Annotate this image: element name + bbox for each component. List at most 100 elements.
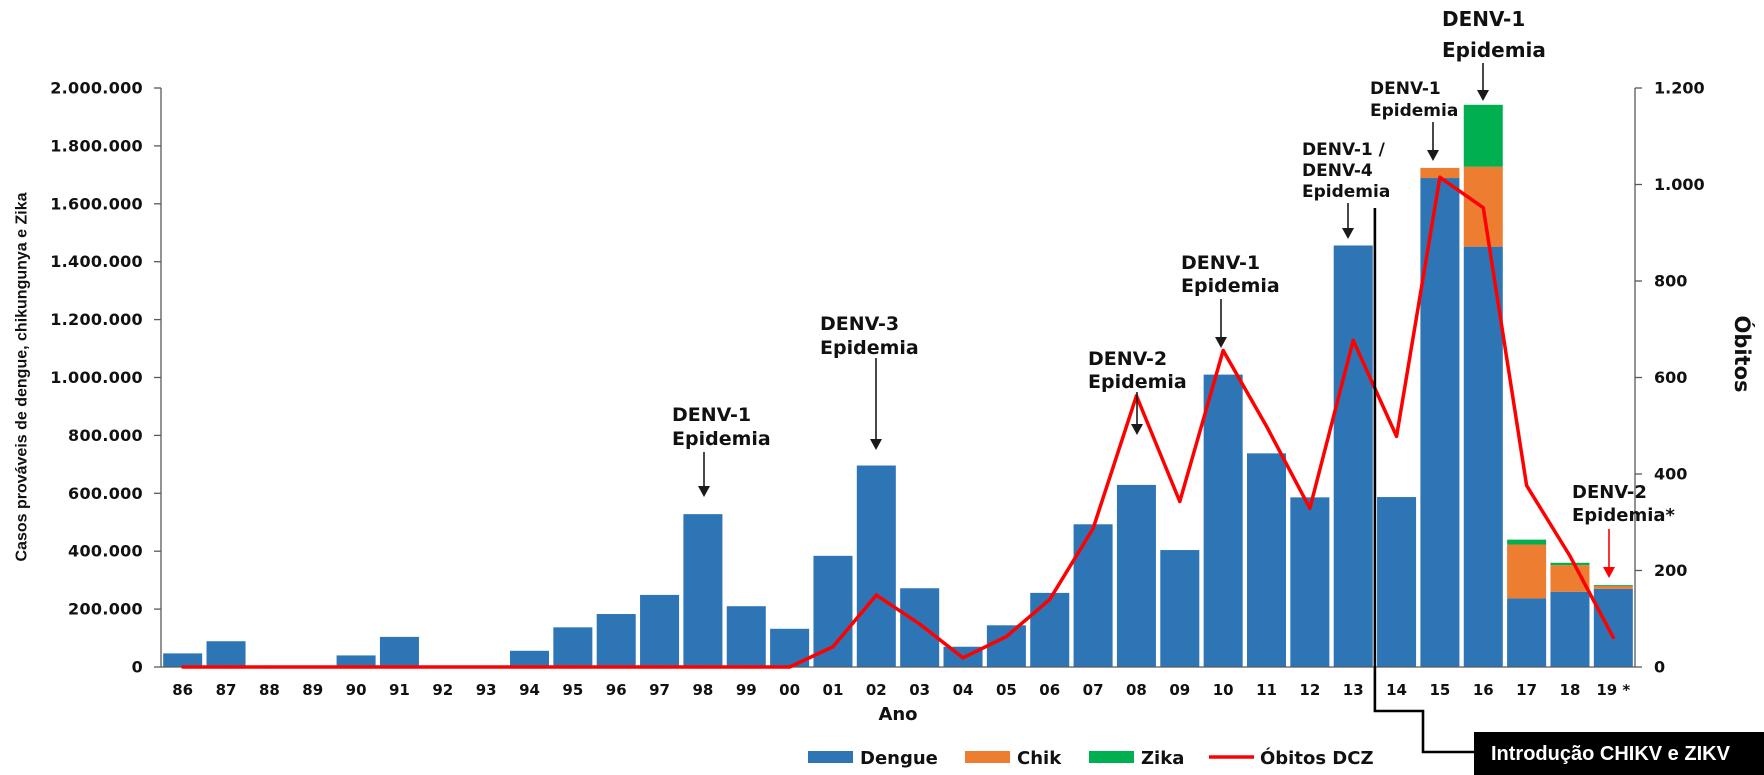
y-tick-label: 1.000.000 — [50, 368, 143, 387]
bar-dengue-98 — [683, 514, 723, 667]
obitos-dcz-point-94 — [527, 665, 532, 669]
x-tick-label: 08 — [1126, 681, 1147, 699]
annotation-arrow-head — [1131, 424, 1143, 435]
bar-dengue-10 — [1203, 374, 1243, 667]
x-tick-label: 89 — [302, 681, 323, 699]
obitos-dcz-point-93 — [484, 665, 488, 669]
obitos-dcz-point-04 — [961, 656, 965, 660]
y-tick-label: 1.600.000 — [50, 194, 143, 213]
legend-swatch-dengue — [808, 751, 853, 763]
annotation-text: Epidemia — [1088, 371, 1187, 393]
x-tick-label: 06 — [1039, 681, 1060, 699]
y2-tick-label: 0 — [1654, 658, 1665, 677]
bar-dengue-94 — [509, 650, 550, 667]
y2-tick-label: 800 — [1654, 272, 1687, 291]
obitos-dcz-point-87 — [224, 665, 228, 669]
bar-dengue-95 — [553, 627, 593, 667]
obitos-dcz-point-02 — [874, 593, 878, 597]
x-tick-label: 94 — [519, 681, 540, 699]
callout-box — [1474, 732, 1764, 775]
obitos-dcz-point-99 — [744, 665, 748, 669]
x-tick-label: 03 — [909, 681, 930, 699]
bar-dengue-14 — [1377, 497, 1417, 667]
annotation-text: Epidemia — [1370, 101, 1458, 121]
obitos-dcz-point-15 — [1438, 175, 1442, 179]
x-tick-label: 02 — [866, 681, 887, 699]
bar-dengue-18 — [1550, 591, 1590, 667]
obitos-dcz-point-92 — [441, 665, 445, 669]
annotation-text: DENV-1 — [1370, 79, 1441, 99]
annotation-text: Epidemia — [1302, 182, 1390, 202]
x-tick-label: 86 — [172, 681, 193, 699]
x-tick-label: 99 — [736, 681, 757, 699]
obitos-dcz-point-19 — [1611, 635, 1615, 640]
annotation-arrow-head — [698, 486, 710, 497]
bar-dengue-09 — [1160, 550, 1200, 667]
bar-dengue-16 — [1463, 246, 1503, 667]
x-tick-label: 05 — [996, 681, 1017, 699]
bar-dengue-05 — [986, 625, 1026, 667]
bar-dengue-96 — [596, 614, 636, 667]
x-tick-label: 98 — [692, 681, 713, 699]
x-tick-label: 87 — [216, 681, 237, 699]
obitos-dcz-point-95 — [571, 665, 575, 669]
annotation-text: Epidemia — [1442, 38, 1546, 62]
bar-dengue-12 — [1290, 497, 1330, 667]
annotation-text: Epidemia* — [1572, 505, 1676, 526]
y-axis-title: Casos prováveis de dengue, chikungunya e… — [14, 192, 31, 561]
x-tick-label: 95 — [562, 681, 583, 699]
y2-tick-label: 600 — [1654, 368, 1687, 387]
obitos-dcz-point-88 — [267, 665, 271, 669]
x-tick-label: 91 — [389, 681, 410, 699]
x-tick-label: 17 — [1516, 681, 1537, 699]
bar-dengue-97 — [640, 594, 680, 667]
y-tick-label: 2.000.000 — [50, 79, 143, 98]
bar-chik-15 — [1420, 167, 1460, 179]
obitos-dcz-point-00 — [788, 665, 792, 669]
annotation-text: Epidemia — [1181, 275, 1280, 297]
annotation-arrow-head — [1603, 567, 1615, 578]
bar-dengue-99 — [726, 606, 766, 667]
obitos-dcz-point-07 — [1091, 526, 1095, 531]
x-tick-label: 88 — [259, 681, 280, 699]
x-tick-label: 04 — [953, 681, 974, 699]
annotation-text: DENV-2 — [1088, 348, 1167, 370]
annotation-16: DENV-1 Epidemia — [1442, 7, 1546, 101]
x-tick-label: 92 — [432, 681, 453, 699]
x-tick-label: 15 — [1429, 681, 1450, 699]
obitos-dcz-point-01 — [831, 645, 835, 649]
annotation-text: DENV-1 — [1181, 252, 1260, 274]
legend-swatch-zika — [1089, 751, 1134, 763]
bar-chik-17 — [1507, 544, 1547, 599]
bar-dengue-91 — [379, 636, 419, 667]
bar-dengue-90 — [336, 655, 376, 667]
obitos-dcz-point-98 — [701, 665, 705, 669]
obitos-dcz-point-17 — [1525, 483, 1529, 488]
bar-dengue-86 — [163, 653, 203, 667]
x-tick-label: 12 — [1299, 681, 1320, 699]
obitos-dcz-point-12 — [1308, 506, 1312, 510]
y-tick-label: 600.000 — [68, 484, 143, 503]
obitos-dcz-point-90 — [354, 665, 358, 669]
annotation-arrow-head — [1215, 337, 1227, 348]
y2-tick-label: 1.200 — [1654, 79, 1705, 98]
x-tick-label: 13 — [1343, 681, 1364, 699]
annotation-arrow-head — [870, 439, 882, 450]
y2-tick-label: 1.000 — [1654, 175, 1705, 194]
bar-dengue-03 — [900, 588, 940, 667]
x-tick-label: 07 — [1083, 681, 1104, 699]
y-tick-label: 400.000 — [68, 542, 143, 561]
x-tick-label: 01 — [823, 681, 844, 699]
obitos-dcz-point-11 — [1264, 424, 1269, 428]
annotation-text: Epidemia — [672, 428, 771, 450]
annotation-text: DENV-1 — [1442, 7, 1525, 31]
annotation-text: DENV-4 — [1302, 161, 1373, 181]
annotation-text: DENV-1 — [672, 404, 751, 426]
obitos-dcz-point-18 — [1568, 554, 1572, 558]
tick-layer: 0 200.000 400.000 600.000 800.000 1.000.000 1.… — [50, 79, 1704, 700]
